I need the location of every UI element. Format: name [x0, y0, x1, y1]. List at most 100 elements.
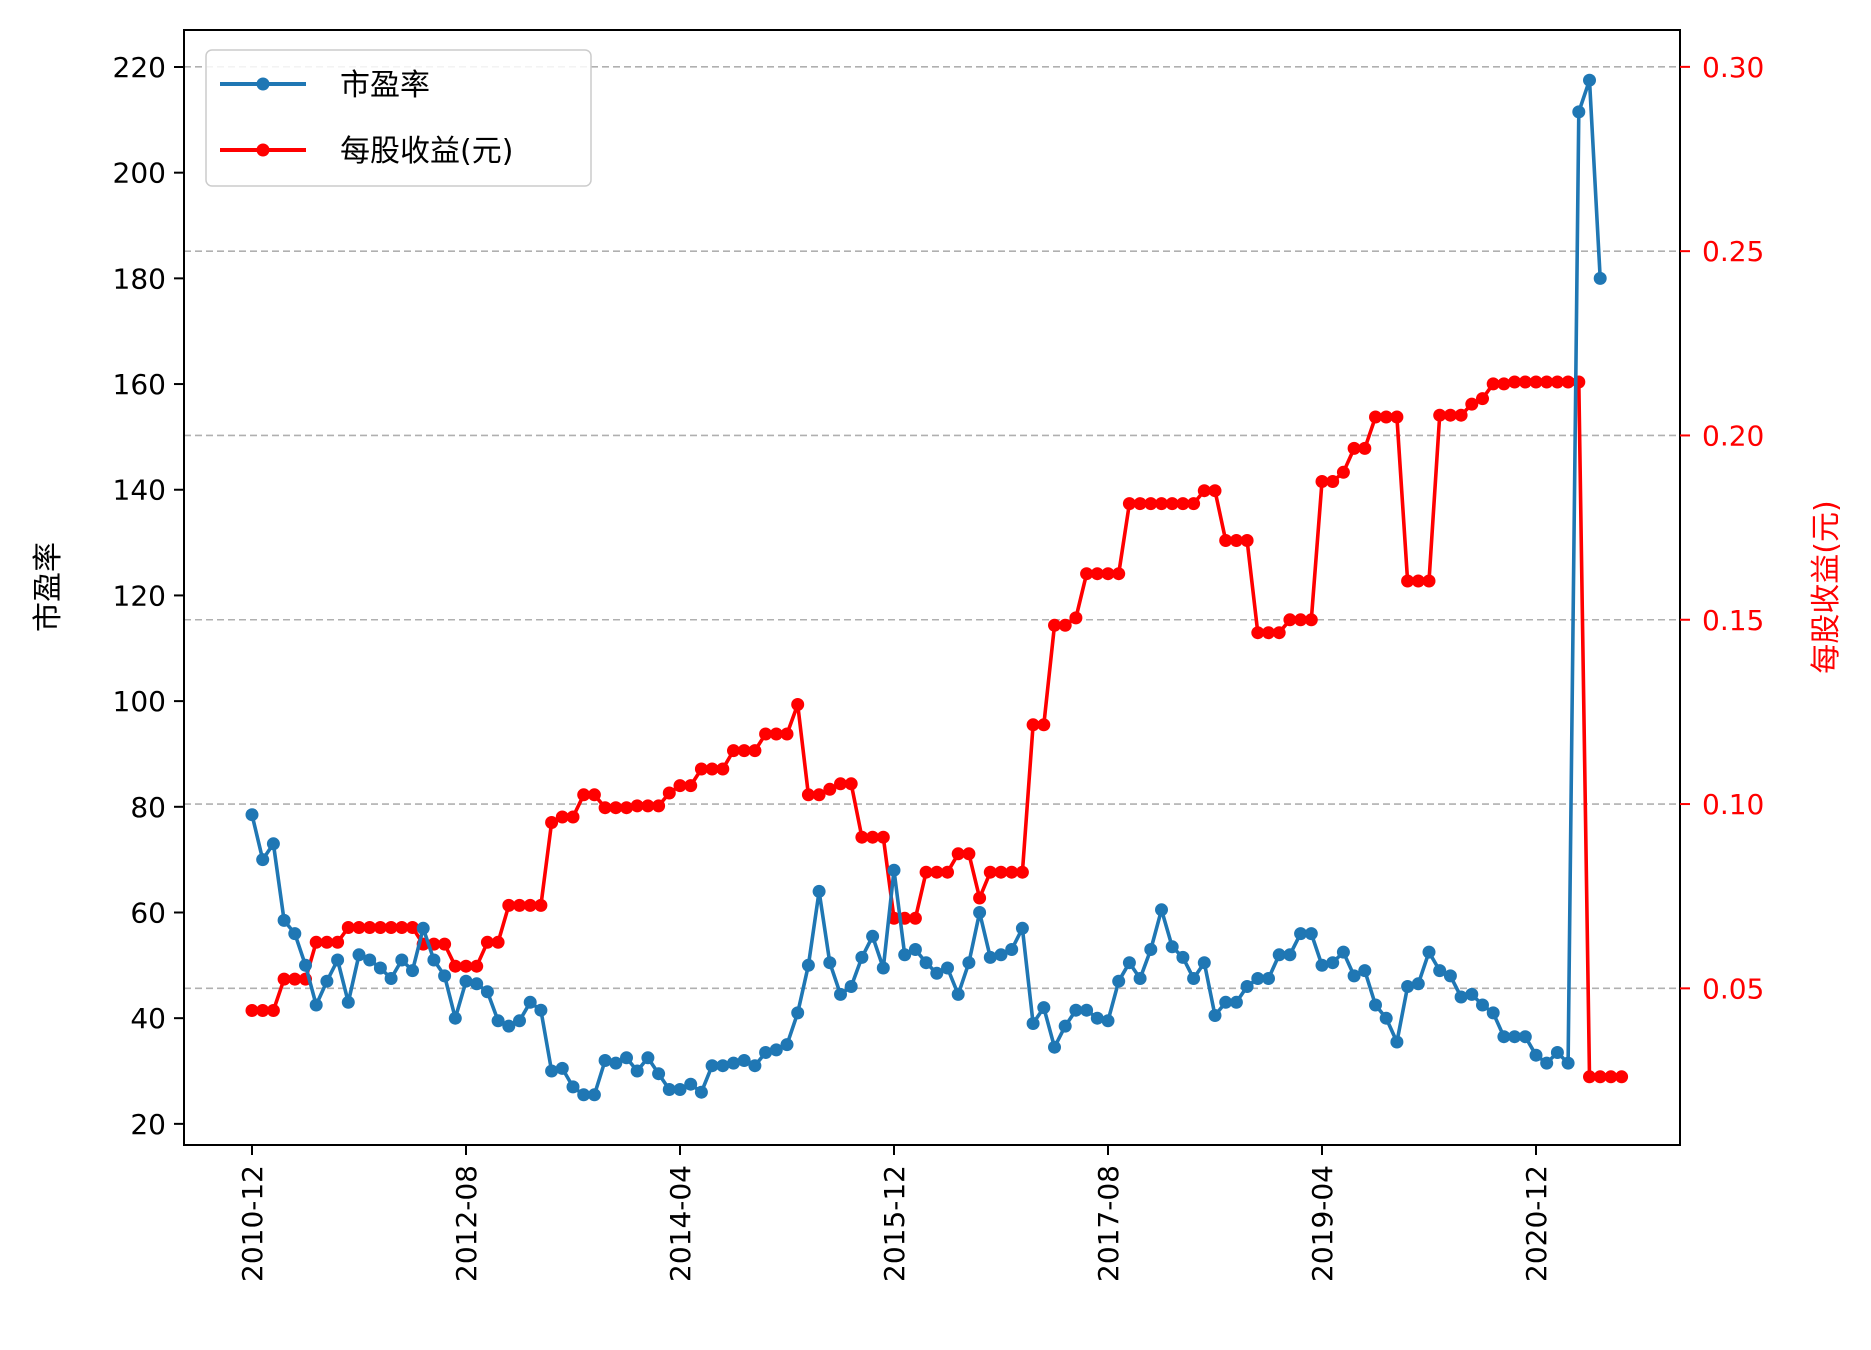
- data-point: [566, 1080, 580, 1094]
- data-point: [480, 985, 494, 999]
- data-point: [973, 906, 987, 919]
- data-point: [662, 1083, 676, 1096]
- data-point: [1037, 718, 1051, 732]
- data-point: [1015, 921, 1029, 935]
- data-point: [1411, 574, 1425, 588]
- data-point: [1240, 534, 1254, 547]
- data-point: [641, 1051, 655, 1065]
- data-point: [994, 865, 1008, 879]
- data-point: [598, 801, 612, 815]
- data-point: [470, 959, 484, 973]
- data-point: [748, 1059, 762, 1073]
- data-point: [1080, 567, 1094, 581]
- grid-lines: [184, 66, 1680, 990]
- data-point: [1518, 1030, 1532, 1044]
- data-point: [652, 1067, 666, 1081]
- data-point: [1219, 534, 1233, 547]
- left-tick-label: 60: [130, 896, 166, 929]
- data-point: [1604, 1070, 1618, 1084]
- legend-eps-label: 每股收益(元): [340, 134, 513, 169]
- left-tick-label: 120: [113, 579, 166, 612]
- data-point: [973, 891, 987, 905]
- data-point: [1422, 574, 1436, 588]
- data-point: [1080, 1003, 1094, 1017]
- data-point: [844, 777, 858, 791]
- data-point: [748, 744, 762, 758]
- data-point: [1390, 1035, 1404, 1049]
- data-point: [1048, 618, 1061, 632]
- data-point: [1122, 497, 1136, 511]
- data-point: [983, 865, 997, 879]
- data-point: [1112, 567, 1126, 581]
- x-tick-label: 2014-04: [664, 1165, 697, 1282]
- data-point: [1155, 903, 1168, 917]
- data-point: [1101, 567, 1115, 581]
- data-point: [1411, 977, 1425, 991]
- x-tick-label: 2019-04: [1306, 1165, 1339, 1282]
- data-point: [331, 935, 345, 949]
- legend-eps-marker: [256, 143, 270, 157]
- left-tick-label: 140: [113, 474, 166, 507]
- data-point: [1197, 484, 1211, 498]
- data-point: [1251, 626, 1265, 640]
- data-point: [930, 865, 944, 879]
- data-point: [277, 972, 291, 986]
- data-point: [780, 1038, 794, 1052]
- data-point: [1561, 375, 1575, 389]
- data-point: [1229, 534, 1243, 547]
- data-point: [1443, 408, 1457, 422]
- data-point: [1048, 1040, 1061, 1054]
- data-point: [309, 935, 323, 949]
- data-point: [1583, 73, 1596, 87]
- data-point: [1390, 410, 1404, 424]
- data-point: [1240, 980, 1254, 993]
- data-point: [363, 953, 377, 967]
- data-point: [1593, 1070, 1607, 1084]
- data-point: [941, 961, 954, 975]
- data-point: [1187, 497, 1201, 511]
- data-point: [716, 762, 730, 776]
- data-point: [1144, 497, 1158, 511]
- data-point: [1518, 375, 1532, 389]
- legend-pe-marker: [256, 77, 270, 91]
- data-point: [1529, 1048, 1543, 1062]
- data-point: [545, 1064, 559, 1078]
- data-point: [1465, 397, 1479, 411]
- data-point: [1476, 392, 1489, 406]
- data-point: [373, 961, 387, 975]
- data-point: [1369, 998, 1382, 1012]
- data-point: [502, 898, 516, 912]
- data-point: [1058, 1019, 1072, 1033]
- data-point: [245, 1004, 259, 1017]
- data-point: [1304, 927, 1318, 941]
- data-point: [1315, 475, 1329, 488]
- data-point: [1443, 969, 1457, 983]
- data-point: [1401, 574, 1415, 588]
- x-tick-label: 2017-08: [1092, 1165, 1125, 1282]
- data-point: [1294, 613, 1308, 627]
- data-point: [1433, 408, 1447, 422]
- data-point: [534, 898, 548, 912]
- data-point: [352, 921, 366, 934]
- data-point: [1262, 626, 1275, 640]
- data-point: [908, 943, 922, 956]
- data-point: [1422, 945, 1436, 959]
- data-point: [834, 777, 847, 791]
- data-point: [620, 801, 633, 815]
- data-point: [395, 953, 409, 967]
- data-point: [416, 921, 430, 935]
- data-point: [791, 1006, 805, 1020]
- data-point: [876, 961, 890, 975]
- data-point: [1165, 497, 1179, 511]
- data-point: [288, 927, 302, 941]
- data-point: [866, 929, 880, 943]
- data-point: [1508, 375, 1522, 389]
- data-point: [1315, 958, 1329, 972]
- data-point: [320, 974, 334, 988]
- left-tick-label: 40: [130, 1002, 166, 1035]
- data-point: [791, 698, 805, 711]
- data-point: [406, 964, 419, 978]
- data-point: [1283, 613, 1297, 627]
- data-point: [266, 837, 280, 851]
- data-point: [1069, 1003, 1083, 1017]
